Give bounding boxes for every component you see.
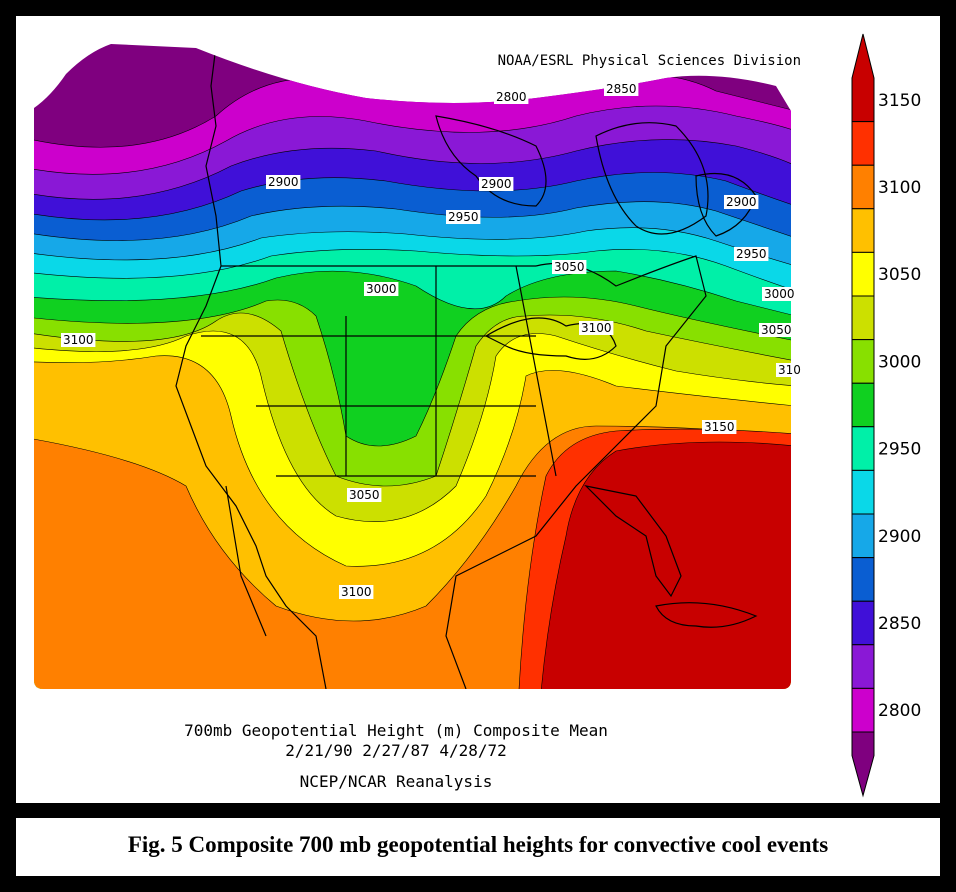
svg-text:3000: 3000 (764, 287, 795, 301)
contour-label: 2800 (494, 90, 529, 104)
colorbar-bin (851, 644, 875, 689)
colorbar-bin (851, 600, 875, 646)
contour-label: 2950 (446, 210, 481, 224)
height-band (535, 441, 791, 689)
svg-text:3050: 3050 (349, 488, 380, 502)
colorbar-tick-label: 2950 (878, 440, 921, 460)
contour-label: 2900 (479, 177, 514, 191)
svg-text:2950: 2950 (448, 210, 479, 224)
contour-label: 2900 (724, 195, 759, 209)
colorbar-bin (851, 295, 875, 341)
colorbar-bin (851, 513, 875, 559)
svg-text:2800: 2800 (496, 90, 527, 104)
colorbar-bin (851, 687, 875, 733)
map-caption-source: NCEP/NCAR Reanalysis (299, 772, 493, 791)
contour-label: 3100 (579, 321, 614, 335)
data-credit: NOAA/ESRL Physical Sciences Division (497, 53, 801, 69)
svg-text:3150: 3150 (704, 420, 735, 434)
colorbar-tick-label: 3100 (878, 178, 921, 198)
contour-label: 2900 (266, 175, 301, 189)
contour-label: 310 (776, 363, 803, 377)
svg-text:310: 310 (778, 363, 801, 377)
colorbar-bin (851, 469, 875, 515)
colorbar-tick-label: 3150 (878, 91, 921, 111)
svg-text:2900: 2900 (481, 177, 512, 191)
colorbar-tick-label: 3050 (878, 265, 921, 285)
map-caption-dates: 2/21/90 2/27/87 4/28/72 (285, 741, 507, 760)
contour-label: 3150 (702, 420, 737, 434)
contour-label: 3000 (364, 282, 399, 296)
height-bands (34, 44, 791, 689)
svg-text:2900: 2900 (268, 175, 299, 189)
colorbar-bin (851, 557, 875, 602)
colorbar: 3150 3100 3050 3000 2950 2900 2850 2800 (851, 33, 921, 798)
contour-label: 3100 (339, 585, 374, 599)
figure-caption: Fig. 5 Composite 700 mb geopotential hei… (127, 832, 829, 857)
contour-label: 3050 (759, 323, 794, 337)
colorbar-bin (851, 731, 875, 798)
colorbar-bin (851, 426, 875, 471)
colorbar-bin (851, 208, 875, 253)
colorbar-bin (851, 164, 875, 210)
svg-text:3050: 3050 (761, 323, 792, 337)
contour-label: 2850 (604, 82, 639, 96)
colorbar-tick-label: 2800 (878, 701, 921, 721)
svg-text:3100: 3100 (581, 321, 612, 335)
colorbar-tick-label: 2850 (878, 614, 921, 634)
svg-text:2900: 2900 (726, 195, 757, 209)
contour-labels: 2800 2850 2900 2900 2900 2950 2950 3000 3000 3050… (61, 82, 803, 599)
colorbar-tick-label: 3000 (878, 352, 921, 372)
colorbar-bin (851, 121, 875, 166)
contour-label: 3050 (552, 260, 587, 274)
figure-panel: 2800 2850 2900 2900 2900 2950 2950 3000 3000 3050… (16, 16, 940, 803)
svg-text:3050: 3050 (554, 260, 585, 274)
map-caption-title: 700mb Geopotential Height (m) Composite … (184, 721, 608, 740)
svg-text:2850: 2850 (606, 82, 637, 96)
colorbar-bin (851, 251, 875, 297)
colorbar-tick-label: 2900 (878, 527, 921, 547)
svg-text:3000: 3000 (366, 282, 397, 296)
contour-label: 3050 (347, 488, 382, 502)
colorbar-bin (851, 382, 875, 428)
svg-text:3100: 3100 (63, 333, 94, 347)
svg-text:2950: 2950 (736, 247, 767, 261)
colorbar-bin (851, 339, 875, 384)
height-map: 2800 2850 2900 2900 2900 2950 2950 3000 3000 3050… (16, 16, 940, 803)
contour-label: 2950 (734, 247, 769, 261)
svg-text:3100: 3100 (341, 585, 372, 599)
contour-label: 3100 (61, 333, 96, 347)
caption-bar: Fig. 5 Composite 700 mb geopotential hei… (16, 818, 940, 876)
contour-label: 3000 (762, 287, 797, 301)
